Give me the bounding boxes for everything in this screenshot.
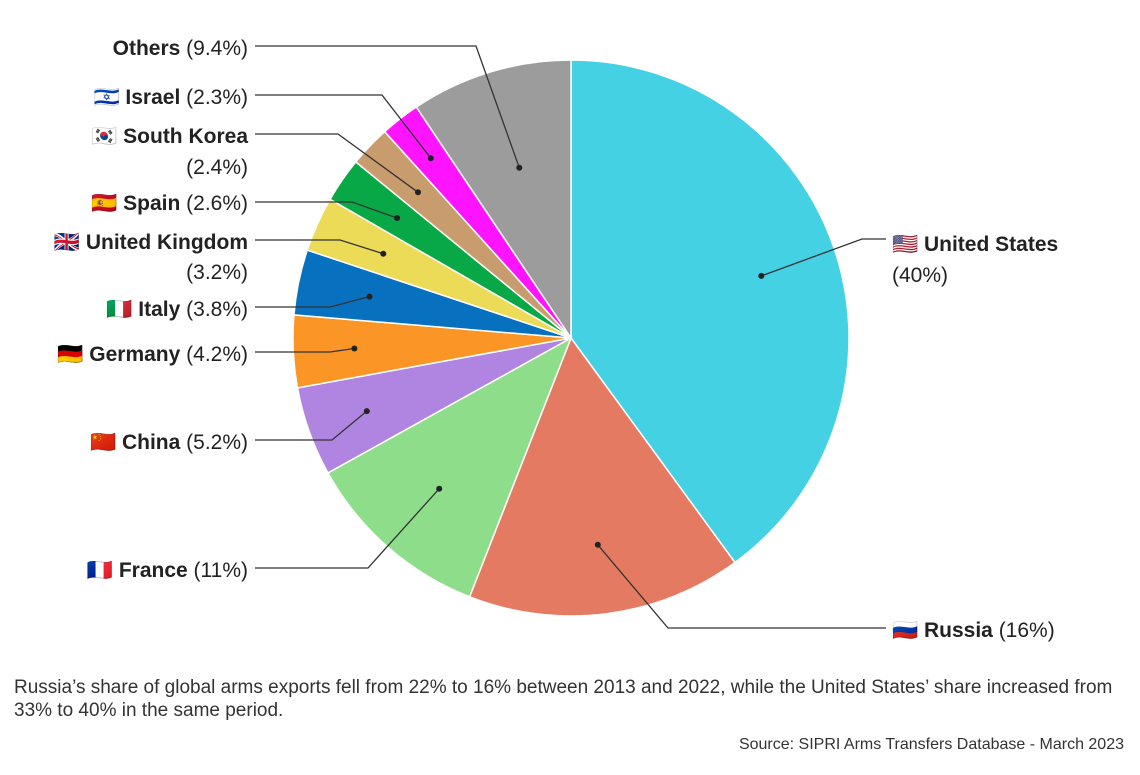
leader-line-israel — [255, 94, 432, 159]
pie-slice-france — [326, 336, 573, 598]
slice-label-spain: 🇪🇸 Spain (2.6%) — [91, 192, 248, 215]
slice-name: 🇺🇸 United States — [892, 233, 1058, 256]
leader-dot-spain — [394, 215, 401, 221]
slice-percent: (2.3%) — [180, 86, 248, 109]
pie-slices — [292, 59, 850, 617]
leader-line-russia — [597, 544, 886, 629]
slice-label-russia: 🇷🇺 Russia (16%) — [892, 619, 1055, 642]
slice-percent: (2.4%) — [186, 156, 248, 179]
slice-label-united-kingdom: 🇬🇧 United Kingdom (3.2%) — [54, 231, 248, 284]
leader-line-united-states — [761, 238, 886, 277]
slice-percent: (2.6%) — [180, 192, 248, 215]
leader-line-south-korea — [255, 133, 419, 193]
pie-slice-others — [415, 59, 572, 341]
leader-dot-germany — [351, 345, 358, 352]
slice-label-others: Others (9.4%) — [113, 37, 248, 60]
slice-label-germany: 🇩🇪 Germany (4.2%) — [57, 343, 248, 366]
leader-line-united-kingdom — [255, 239, 384, 255]
chart-caption: Russia’s share of global arms exports fe… — [14, 677, 1113, 721]
leader-dot-united-states — [758, 272, 765, 279]
leader-dot-others — [516, 164, 523, 171]
leader-line-spain — [255, 201, 398, 219]
pie-slice-russia — [468, 336, 737, 617]
slice-name: 🇩🇪 Germany — [57, 343, 180, 366]
leader-lines — [255, 45, 886, 629]
slice-labels: 🇺🇸 United States (40%) 🇷🇺 Russia (16%) 🇫🇷 F… — [54, 37, 1058, 642]
slice-name: 🇪🇸 Spain — [91, 192, 180, 215]
leader-line-germany — [255, 347, 355, 353]
leader-line-italy — [255, 295, 370, 308]
pie-slice-united-states — [570, 59, 850, 564]
leader-dot-south-korea — [415, 189, 421, 196]
slice-label-france: 🇫🇷 France (11%) — [87, 559, 248, 582]
leader-line-france — [255, 488, 440, 569]
leader-dot-china — [363, 408, 370, 415]
slice-percent: (3.8%) — [180, 298, 248, 321]
slice-name: 🇬🇧 United Kingdom — [54, 231, 248, 254]
leader-dot-france — [436, 485, 443, 492]
slice-percent: (5.2%) — [180, 431, 248, 454]
slice-label-china: 🇨🇳 China (5.2%) — [90, 431, 248, 454]
leader-dot-italy — [366, 293, 373, 300]
slice-percent: (40%) — [892, 264, 948, 287]
chart-source: Source: SIPRI Arms Transfers Database - … — [738, 736, 1124, 753]
slice-percent: (11%) — [188, 559, 248, 582]
slice-name: 🇫🇷 France — [87, 559, 188, 582]
slice-name: 🇰🇷 South Korea — [91, 125, 248, 148]
slice-percent: (3.2%) — [186, 261, 248, 284]
leader-dot-russia — [594, 541, 601, 548]
slice-label-italy: 🇮🇹 Italy (3.8%) — [106, 298, 248, 321]
slice-percent: (16%) — [993, 619, 1055, 642]
slice-label-united-states: 🇺🇸 United States (40%) — [892, 233, 1058, 287]
slice-label-israel: 🇮🇱 Israel (2.3%) — [93, 86, 248, 109]
leader-dot-israel — [427, 155, 434, 162]
leader-line-others — [255, 45, 520, 169]
pie-chart: 🇺🇸 United States (40%) 🇷🇺 Russia (16%) 🇫🇷 F… — [54, 37, 1058, 642]
slice-name: 🇨🇳 China — [90, 431, 181, 454]
slice-percent: (9.4%) — [180, 37, 248, 60]
leader-dot-united-kingdom — [380, 250, 387, 257]
slice-name: Others — [113, 37, 181, 60]
slice-name: 🇮🇹 Italy — [106, 298, 180, 321]
slice-percent: (4.2%) — [180, 343, 248, 366]
slice-name: 🇷🇺 Russia — [892, 619, 993, 642]
slice-label-south-korea: 🇰🇷 South Korea (2.4%) — [91, 125, 248, 179]
slice-name: 🇮🇱 Israel — [93, 86, 180, 109]
leader-line-china — [255, 410, 368, 441]
